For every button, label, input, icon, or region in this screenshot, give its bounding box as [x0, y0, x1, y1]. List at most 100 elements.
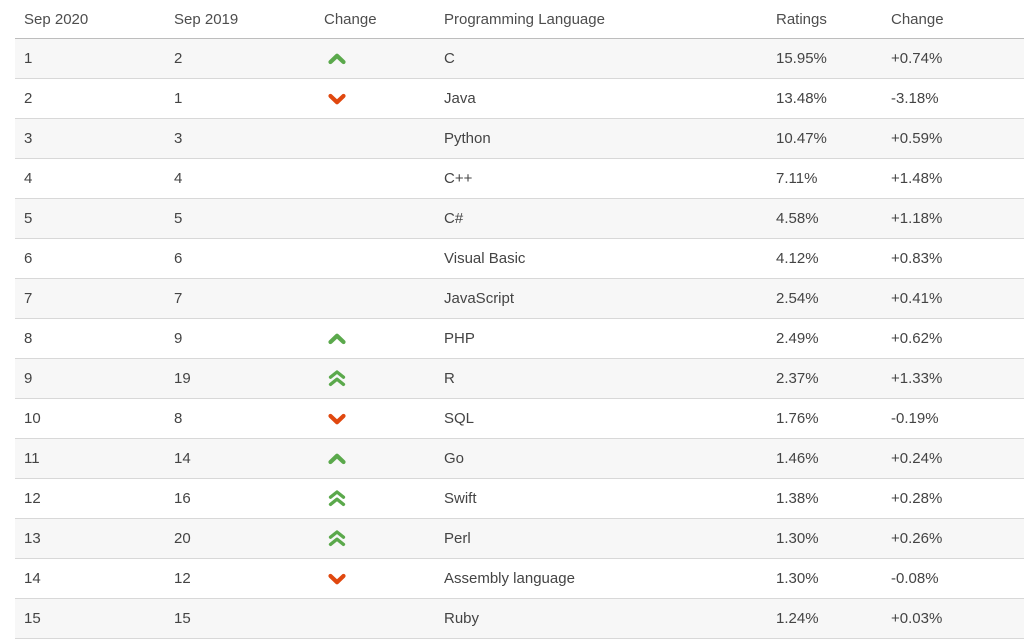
rank-2019-cell: 12 [165, 558, 315, 599]
rank-2020-cell: 3 [15, 118, 165, 159]
table-row: 13 20 Perl 1.30% +0.26% [15, 518, 1024, 559]
change-direction-cell [315, 238, 435, 279]
ratings-cell: 4.12% [767, 238, 882, 279]
language-cell: Assembly language [435, 558, 767, 599]
ratings-change-cell: +0.74% [882, 38, 1024, 79]
language-cell: C++ [435, 158, 767, 199]
change-direction-cell [315, 158, 435, 199]
ratings-cell: 10.47% [767, 118, 882, 159]
rank-2020-cell: 12 [15, 478, 165, 519]
table-row: 14 12 Assembly language 1.30% -0.08% [15, 558, 1024, 599]
rank-2020-cell: 1 [15, 38, 165, 79]
rank-2019-cell: 14 [165, 438, 315, 479]
language-cell: Ruby [435, 598, 767, 639]
ratings-cell: 1.30% [767, 558, 882, 599]
change-direction-cell [315, 198, 435, 239]
language-cell: PHP [435, 318, 767, 359]
table-row: 11 14 Go 1.46% +0.24% [15, 438, 1024, 479]
ratings-cell: 2.54% [767, 278, 882, 319]
language-cell: Visual Basic [435, 238, 767, 279]
table-row: 9 19 R 2.37% +1.33% [15, 358, 1024, 399]
header-change-direction: Change [315, 0, 435, 39]
table-row: 7 7 JavaScript 2.54% +0.41% [15, 278, 1024, 319]
header-language: Programming Language [435, 0, 767, 39]
language-cell: Go [435, 438, 767, 479]
ratings-change-cell: +1.33% [882, 358, 1024, 399]
ratings-cell: 1.30% [767, 518, 882, 559]
table-body: 1 2 C 15.95% +0.74% 2 1 Java 13.48% -3.18% 3 3 Pytho… [15, 38, 1024, 639]
change-direction-cell [315, 38, 435, 79]
ratings-change-cell: +0.62% [882, 318, 1024, 359]
ratings-change-cell: +1.48% [882, 158, 1024, 199]
language-cell: Java [435, 78, 767, 119]
rank-2019-cell: 4 [165, 158, 315, 199]
ratings-cell: 15.95% [767, 38, 882, 79]
rank-2020-cell: 13 [15, 518, 165, 559]
header-rank-previous: Sep 2019 [165, 0, 315, 39]
language-cell: C# [435, 198, 767, 239]
language-cell: Perl [435, 518, 767, 559]
rank-2020-cell: 10 [15, 398, 165, 439]
ratings-cell: 7.11% [767, 158, 882, 199]
language-cell: C [435, 38, 767, 79]
header-row: Sep 2020 Sep 2019 Change Programming Lan… [15, 0, 1024, 39]
ratings-change-cell: +0.83% [882, 238, 1024, 279]
ratings-cell: 1.76% [767, 398, 882, 439]
table-row: 3 3 Python 10.47% +0.59% [15, 118, 1024, 159]
rank-2019-cell: 6 [165, 238, 315, 279]
rank-2019-cell: 19 [165, 358, 315, 399]
rank-2019-cell: 8 [165, 398, 315, 439]
table-row: 12 16 Swift 1.38% +0.28% [15, 478, 1024, 519]
up-arrow-icon [328, 53, 346, 65]
rank-2019-cell: 2 [165, 38, 315, 79]
rank-2020-cell: 8 [15, 318, 165, 359]
ratings-change-cell: +1.18% [882, 198, 1024, 239]
language-cell: Python [435, 118, 767, 159]
change-direction-cell [315, 318, 435, 359]
double-up-arrow-icon [328, 530, 346, 547]
change-direction-cell [315, 518, 435, 559]
ratings-cell: 1.38% [767, 478, 882, 519]
down-arrow-icon [328, 573, 346, 585]
rank-2019-cell: 16 [165, 478, 315, 519]
up-arrow-icon [328, 333, 346, 345]
rank-2020-cell: 7 [15, 278, 165, 319]
ratings-change-cell: +0.41% [882, 278, 1024, 319]
rank-2019-cell: 3 [165, 118, 315, 159]
language-ranking-table: Sep 2020 Sep 2019 Change Programming Lan… [15, 0, 1024, 639]
ratings-cell: 1.46% [767, 438, 882, 479]
rank-2019-cell: 20 [165, 518, 315, 559]
table-header: Sep 2020 Sep 2019 Change Programming Lan… [15, 0, 1024, 39]
header-ratings-change: Change [882, 0, 1024, 39]
change-direction-cell [315, 278, 435, 319]
ratings-cell: 13.48% [767, 78, 882, 119]
language-cell: SQL [435, 398, 767, 439]
rank-2020-cell: 11 [15, 438, 165, 479]
table-row: 1 2 C 15.95% +0.74% [15, 38, 1024, 79]
change-direction-cell [315, 478, 435, 519]
ratings-change-cell: +0.28% [882, 478, 1024, 519]
table-row: 4 4 C++ 7.11% +1.48% [15, 158, 1024, 199]
ratings-change-cell: -0.19% [882, 398, 1024, 439]
change-direction-cell [315, 398, 435, 439]
ratings-change-cell: +0.24% [882, 438, 1024, 479]
ratings-change-cell: -3.18% [882, 78, 1024, 119]
change-direction-cell [315, 358, 435, 399]
ratings-change-cell: -0.08% [882, 558, 1024, 599]
ratings-cell: 1.24% [767, 598, 882, 639]
change-direction-cell [315, 118, 435, 159]
header-ratings: Ratings [767, 0, 882, 39]
language-cell: Swift [435, 478, 767, 519]
down-arrow-icon [328, 93, 346, 105]
ratings-cell: 2.37% [767, 358, 882, 399]
ratings-change-cell: +0.03% [882, 598, 1024, 639]
change-direction-cell [315, 558, 435, 599]
rank-2019-cell: 7 [165, 278, 315, 319]
ratings-change-cell: +0.26% [882, 518, 1024, 559]
rank-2019-cell: 15 [165, 598, 315, 639]
rank-2020-cell: 4 [15, 158, 165, 199]
table-row: 10 8 SQL 1.76% -0.19% [15, 398, 1024, 439]
table-row: 6 6 Visual Basic 4.12% +0.83% [15, 238, 1024, 279]
double-up-arrow-icon [328, 370, 346, 387]
